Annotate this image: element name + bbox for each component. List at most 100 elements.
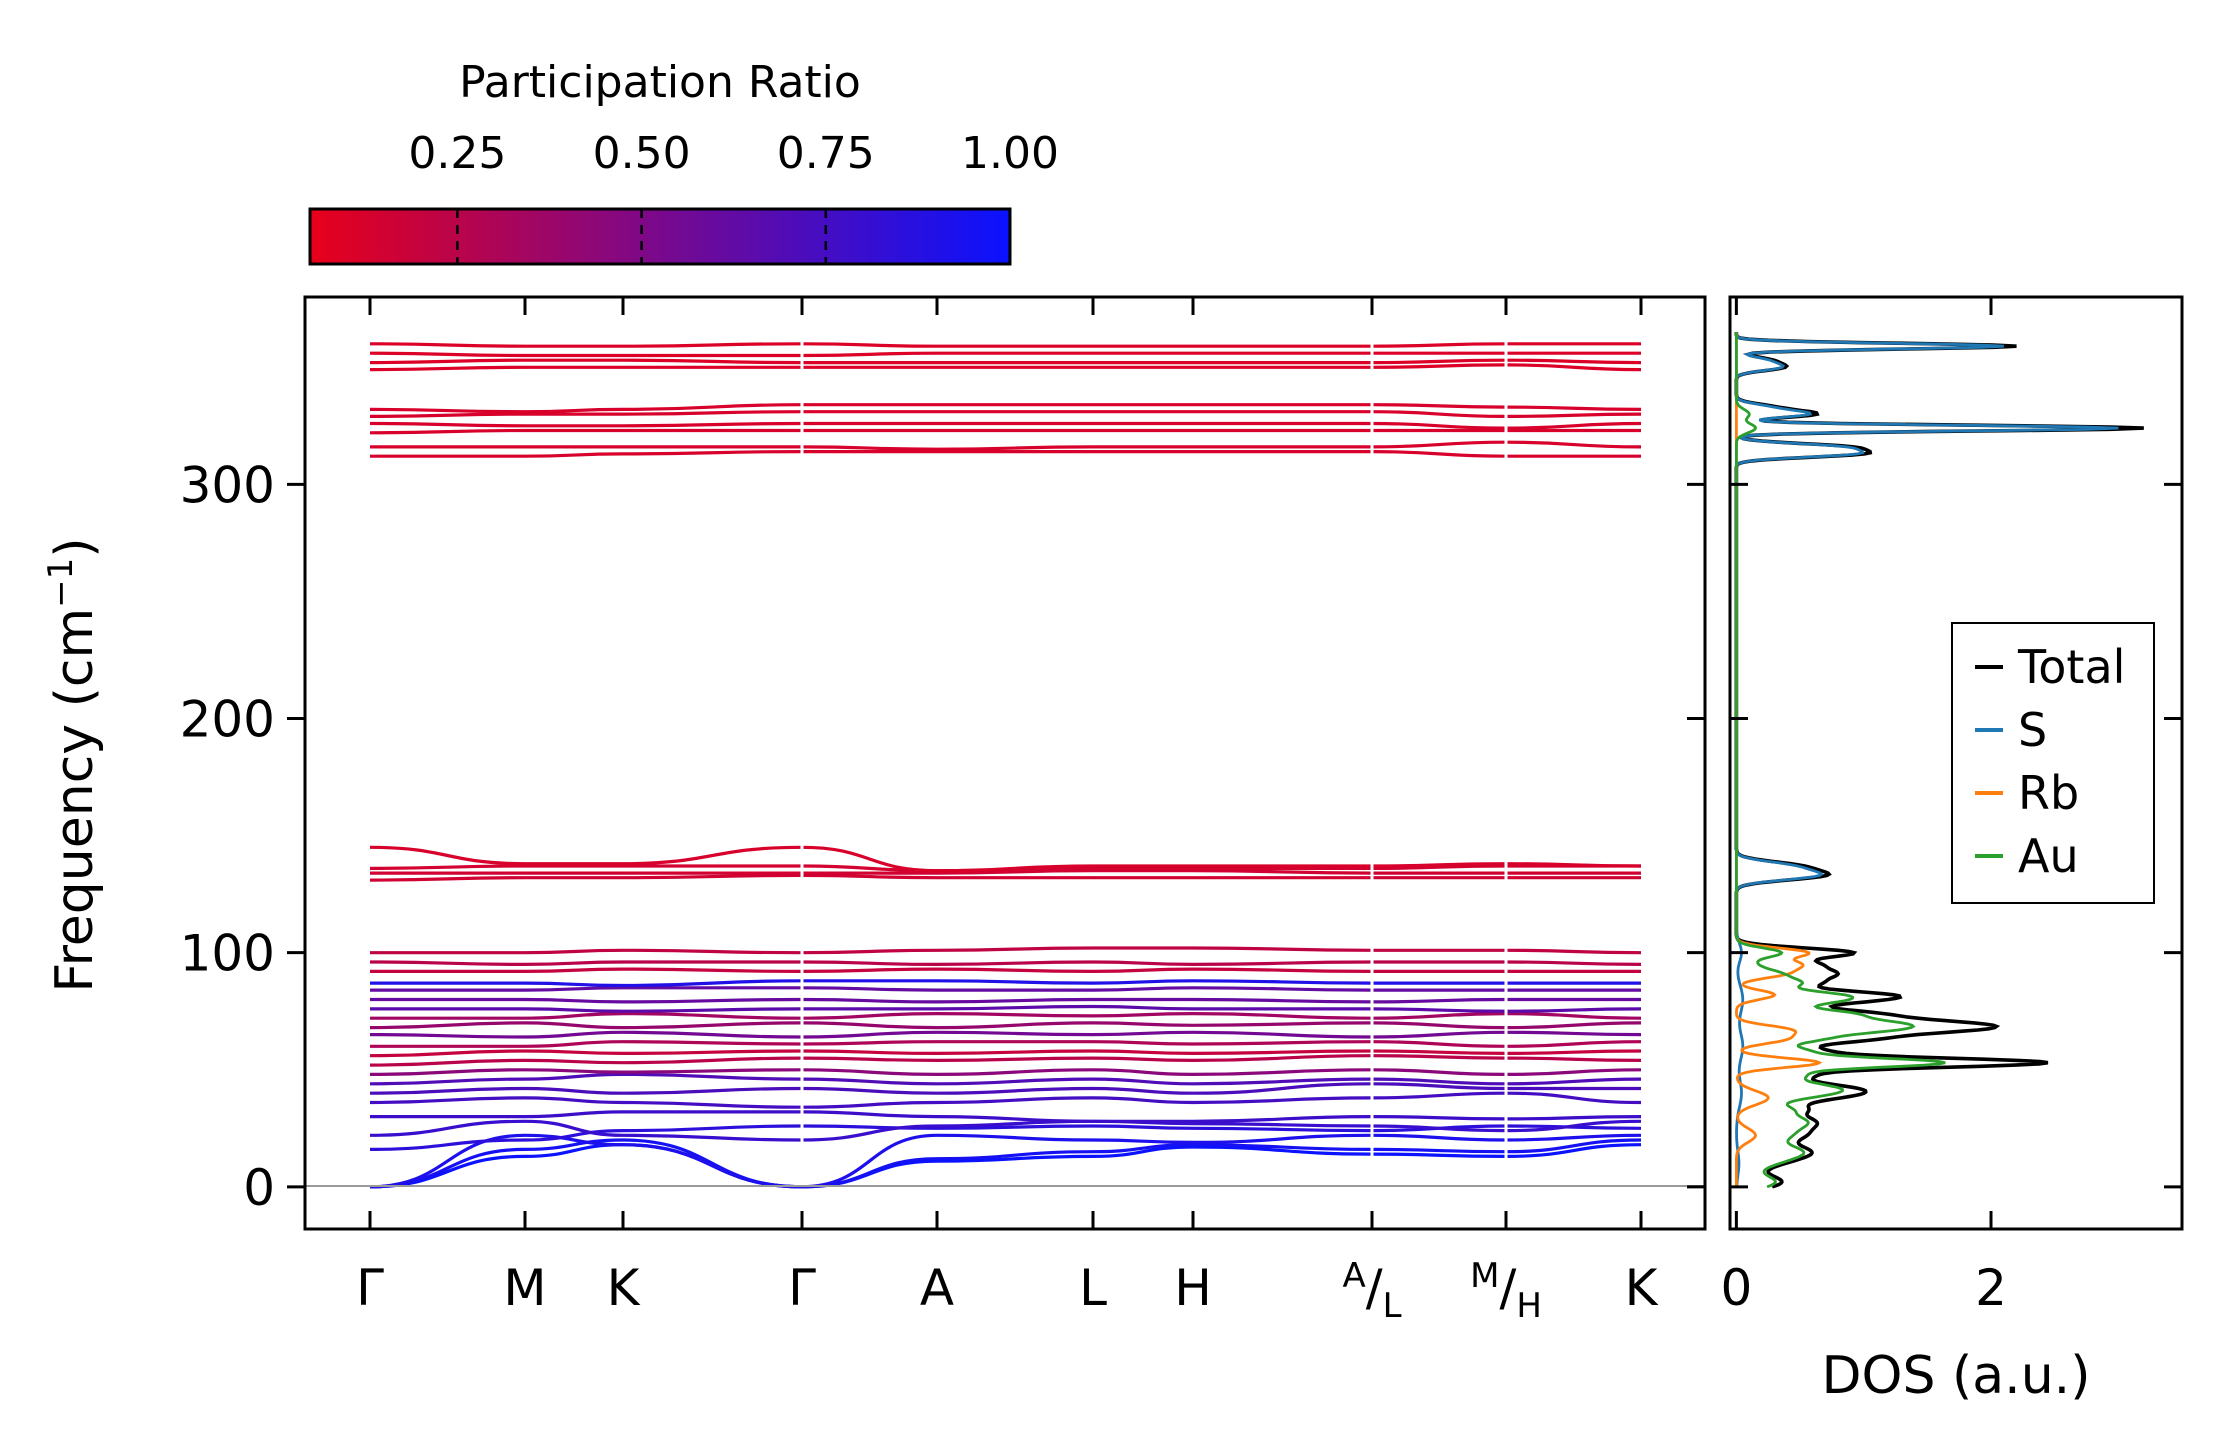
colorbar-tick-label: 0.75 (777, 128, 875, 179)
band-segment (622, 967, 803, 973)
band-segment (524, 1058, 624, 1065)
band-segment (1371, 403, 1507, 409)
band-segment (524, 1007, 624, 1013)
band-segment (801, 1086, 938, 1095)
band-segment (1092, 1030, 1194, 1037)
band-segment (524, 981, 624, 988)
band-segment (622, 1040, 803, 1046)
x-tick-label-slash: / (1366, 1259, 1383, 1317)
legend-label: S (2018, 703, 2047, 757)
band-segment (524, 407, 624, 414)
band-segment (524, 1119, 624, 1137)
band-segment (524, 1021, 624, 1030)
band-segment (801, 351, 938, 358)
band-segment (1371, 1021, 1507, 1030)
y-axis-title-text: Frequency (cm (45, 608, 105, 993)
band-segment (801, 960, 938, 966)
band-segment (1092, 1138, 1194, 1144)
band-segment (936, 997, 1094, 1004)
legend: Total S Rb Au (1951, 622, 2155, 904)
band-segment (1192, 946, 1373, 952)
band-segment (1192, 1082, 1373, 1095)
band-segment (369, 412, 526, 418)
legend-items: Total S Rb Au (1975, 640, 2125, 883)
band-segment (369, 1138, 526, 1151)
band-segment (1092, 1096, 1194, 1105)
band-segment (1505, 1056, 1642, 1062)
band-segment (936, 1150, 1094, 1161)
x-tick-label: M/H (1470, 1256, 1542, 1326)
band-segment (622, 1012, 803, 1020)
x-tick-label-sup: A (1342, 1256, 1365, 1296)
band-segment (1092, 1004, 1194, 1011)
band-segment (1092, 1086, 1194, 1095)
band-segment (936, 960, 1094, 966)
dos-x-tick-label: 2 (1975, 1259, 2007, 1317)
band-segment (1505, 1138, 1642, 1154)
band-segment (1192, 1021, 1373, 1027)
band-segment (1505, 1007, 1642, 1013)
band-segment (936, 1096, 1094, 1105)
dos-ticks (1730, 297, 2182, 1229)
y-tick-label: 200 (180, 691, 275, 749)
legend-label: Rb (2018, 766, 2079, 820)
band-segment (369, 1077, 526, 1086)
band-segment (801, 1124, 938, 1130)
band-segment (524, 1068, 624, 1074)
band-segment (1371, 1133, 1507, 1142)
band-segment (1371, 1054, 1507, 1060)
band-segment (622, 1143, 803, 1189)
band-segment (369, 1096, 526, 1105)
band-segment (1092, 1124, 1194, 1130)
colorbar-gradient (308, 207, 1012, 266)
band-segment (1505, 1068, 1642, 1076)
band-segment (1371, 1012, 1507, 1020)
band-segment (936, 1030, 1094, 1037)
x-ticks (368, 297, 1643, 1229)
band-segment (801, 1100, 938, 1109)
band-segment (801, 967, 938, 973)
band-segment (1192, 979, 1373, 985)
band-segment (801, 1133, 938, 1189)
colorbar-tick-label: 1.00 (961, 128, 1059, 179)
x-tick-label-sub: H (1516, 1286, 1542, 1326)
band-segment (801, 845, 938, 873)
band-segment (622, 873, 803, 880)
band-segment (1505, 1021, 1642, 1030)
band-segment (936, 445, 1094, 451)
band-segment (1505, 1119, 1642, 1133)
y-axis-title-superscript: −1 (41, 558, 81, 608)
band-segment (936, 979, 1094, 985)
band-segment (1192, 1040, 1373, 1046)
band-segment (369, 845, 526, 866)
band-segment (524, 1049, 624, 1055)
dos-curves (1734, 332, 2144, 1189)
y-tick-label: 300 (180, 456, 275, 514)
band-segment (369, 358, 526, 365)
band-segment (524, 1133, 624, 1147)
band-segment (369, 365, 526, 372)
x-tick-label: H (1174, 1259, 1212, 1317)
band-segment (1371, 421, 1507, 430)
band-segment (1505, 412, 1642, 418)
band-segment (1371, 862, 1507, 868)
band-segment (1192, 960, 1373, 966)
band-segment (622, 1007, 803, 1013)
band-segment (1371, 1040, 1507, 1048)
band-segment (936, 1077, 1094, 1086)
band-segment (622, 403, 803, 411)
band-segment (1192, 986, 1373, 992)
band-segment (1505, 1077, 1642, 1086)
band-segment (936, 1056, 1094, 1062)
band-segment (936, 1004, 1094, 1011)
band-segment (524, 1096, 624, 1105)
band-segment (1505, 1143, 1642, 1158)
band-segment (1371, 1049, 1507, 1055)
band-segment (622, 979, 803, 988)
band-structure-frame (303, 295, 1707, 1231)
band-segment (936, 967, 1094, 973)
band-segment (1192, 1126, 1373, 1133)
band-segment (1092, 1145, 1194, 1158)
x-tick-label: L (1079, 1259, 1107, 1317)
